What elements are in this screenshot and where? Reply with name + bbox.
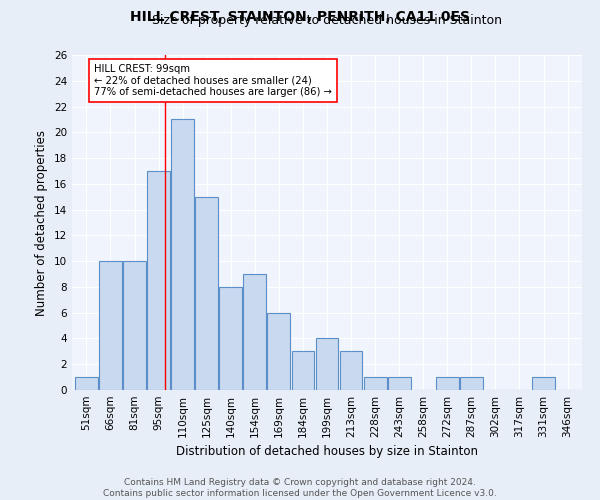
Bar: [436, 377, 459, 390]
Bar: [292, 352, 314, 390]
Bar: [460, 377, 483, 390]
Bar: [123, 261, 146, 390]
Bar: [532, 377, 555, 390]
Bar: [99, 261, 122, 390]
Bar: [316, 338, 338, 390]
Title: Size of property relative to detached houses in Stainton: Size of property relative to detached ho…: [152, 14, 502, 28]
Bar: [75, 377, 98, 390]
Text: HILL CREST, STAINTON, PENRITH, CA11 0ES: HILL CREST, STAINTON, PENRITH, CA11 0ES: [130, 10, 470, 24]
Bar: [340, 352, 362, 390]
Y-axis label: Number of detached properties: Number of detached properties: [35, 130, 49, 316]
Text: HILL CREST: 99sqm
← 22% of detached houses are smaller (24)
77% of semi-detached: HILL CREST: 99sqm ← 22% of detached hous…: [94, 64, 332, 97]
Bar: [268, 312, 290, 390]
Bar: [388, 377, 410, 390]
Bar: [195, 196, 218, 390]
Bar: [147, 171, 170, 390]
Bar: [171, 120, 194, 390]
Text: Contains HM Land Registry data © Crown copyright and database right 2024.
Contai: Contains HM Land Registry data © Crown c…: [103, 478, 497, 498]
Bar: [220, 287, 242, 390]
Bar: [364, 377, 386, 390]
Bar: [244, 274, 266, 390]
X-axis label: Distribution of detached houses by size in Stainton: Distribution of detached houses by size …: [176, 446, 478, 458]
